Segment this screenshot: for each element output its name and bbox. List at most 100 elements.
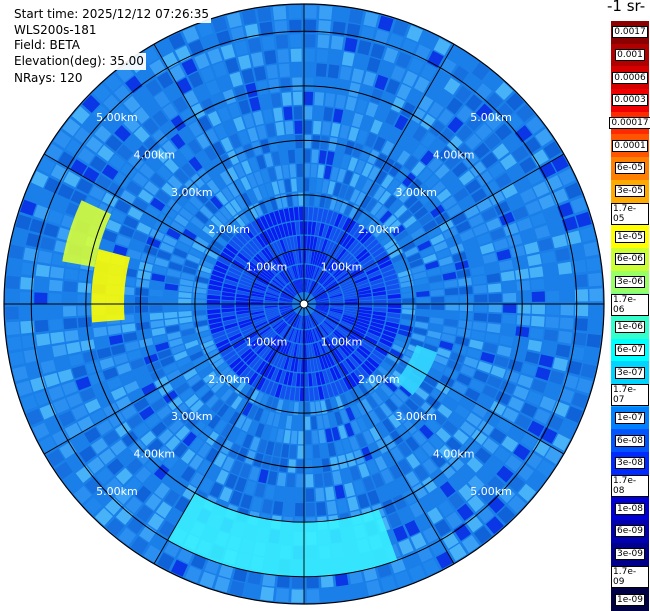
range-gate — [404, 194, 418, 209]
range-gate — [325, 280, 337, 290]
range-gate — [322, 339, 331, 352]
range-ring-label: 4.00km — [134, 448, 176, 461]
range-gate — [213, 452, 227, 468]
range-gate — [125, 75, 143, 94]
range-gate — [485, 332, 500, 344]
range-gate — [329, 243, 338, 256]
range-gate — [231, 395, 243, 410]
range-gate — [305, 459, 313, 473]
range-gate — [156, 405, 172, 420]
range-gate — [471, 62, 490, 81]
range-gate — [179, 316, 193, 324]
range-gate — [213, 435, 226, 451]
range-gate — [398, 210, 413, 224]
range-gate — [64, 474, 83, 492]
range-gate — [552, 433, 571, 451]
range-gate — [474, 294, 488, 303]
range-gate — [230, 336, 244, 346]
range-gate — [229, 133, 242, 149]
range-gate — [105, 134, 123, 152]
range-gate — [315, 63, 327, 78]
range-gate — [174, 45, 192, 63]
range-gate — [488, 304, 502, 313]
range-gate — [163, 290, 178, 298]
range-gate — [235, 195, 247, 210]
range-gate — [139, 337, 154, 348]
range-gate — [132, 197, 149, 212]
range-gate — [380, 575, 397, 592]
range-gate — [213, 334, 228, 344]
range-gate — [284, 269, 292, 282]
range-gate — [257, 439, 268, 454]
range-gate — [189, 350, 204, 362]
range-gate — [347, 239, 359, 252]
range-gate — [315, 178, 323, 193]
range-gate — [402, 298, 416, 304]
range-gate — [345, 452, 357, 467]
range-gate — [465, 133, 482, 150]
range-gate — [298, 207, 304, 221]
range-gate — [84, 427, 101, 444]
range-gate — [193, 315, 207, 322]
range-gate — [261, 347, 272, 360]
range-gate — [235, 146, 247, 162]
range-gate — [275, 121, 285, 136]
range-gate — [214, 124, 228, 140]
range-gate — [306, 235, 311, 250]
range-gate — [519, 157, 537, 174]
range-gate — [511, 145, 529, 163]
range-gate — [288, 5, 302, 19]
range-gate — [312, 287, 324, 297]
range-gate — [299, 264, 303, 278]
range-gate — [34, 306, 48, 319]
range-gate — [134, 87, 152, 105]
range-gate — [427, 507, 444, 524]
range-gate — [298, 279, 303, 293]
range-gate — [555, 247, 571, 262]
range-gate — [341, 51, 355, 67]
range-gate — [304, 279, 307, 293]
range-gate — [520, 229, 537, 243]
range-gate — [308, 314, 316, 327]
range-gate — [442, 420, 458, 435]
range-gate — [387, 304, 401, 309]
range-gate — [258, 251, 269, 263]
range-gate — [441, 171, 457, 187]
range-gate — [569, 346, 585, 361]
range-gate — [356, 129, 369, 145]
range-gate — [293, 236, 298, 250]
range-gate — [329, 367, 338, 381]
range-gate — [342, 314, 356, 321]
range-gate — [473, 142, 490, 159]
range-gate — [340, 320, 354, 328]
range-gate — [426, 226, 442, 239]
range-gate — [162, 235, 178, 247]
range-gate — [296, 373, 301, 387]
range-gate — [252, 316, 266, 324]
range-gate — [163, 305, 177, 312]
range-gate — [382, 499, 397, 515]
range-gate — [185, 415, 200, 430]
range-gate — [297, 279, 302, 293]
range-gate — [334, 411, 343, 426]
range-gate — [455, 143, 471, 160]
range-gate — [283, 288, 295, 297]
range-gate — [279, 300, 293, 303]
range-gate — [323, 240, 332, 254]
range-gate — [318, 325, 328, 337]
range-gate — [305, 488, 315, 502]
colorbar-tick-label: 3e-07 — [615, 366, 645, 379]
range-gate — [222, 315, 236, 322]
range-gate — [320, 400, 328, 414]
range-gate — [154, 257, 169, 268]
range-gate — [363, 71, 377, 87]
range-gate — [275, 34, 289, 49]
range-gate — [225, 473, 238, 489]
range-gate — [251, 141, 263, 156]
range-gate — [182, 266, 197, 275]
range-gate — [523, 136, 541, 155]
range-gate — [47, 209, 64, 225]
range-gate — [256, 277, 269, 286]
range-gate — [382, 451, 396, 467]
range-gate — [254, 423, 265, 438]
